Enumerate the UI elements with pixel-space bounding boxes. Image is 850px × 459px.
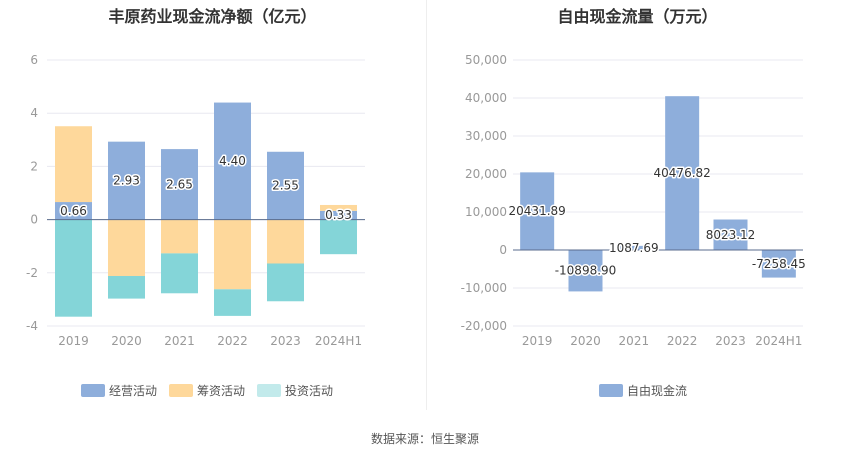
data-label: 4.40	[219, 154, 246, 168]
legend-swatch	[599, 384, 623, 397]
data-label-halo: 2.55	[272, 179, 299, 193]
y-tick-label: 4	[30, 106, 38, 120]
y-tick-label: 30,000	[465, 129, 507, 143]
investing-bar	[161, 253, 198, 294]
financing-bar	[320, 204, 357, 211]
data-label-halo: 0.33	[325, 208, 352, 222]
free-cashflow-chart: -20,000 -10,000 0 10,000 20,000 30,000 40,000 5…	[461, 53, 808, 398]
free-cashflow-bar	[665, 96, 700, 251]
investing-bar	[108, 275, 145, 299]
x-tick-label: 2023	[715, 334, 746, 348]
panel-divider	[426, 0, 427, 410]
x-tick-label: 2020	[111, 334, 142, 348]
y-tick-label: 0	[30, 213, 38, 227]
data-label: 2.65	[166, 177, 193, 191]
y-tick-label: -2	[26, 266, 38, 280]
x-tick-label: 2024H1	[315, 334, 362, 348]
free-cashflow-bar	[568, 250, 603, 292]
data-label-halo: 40476.82	[654, 166, 711, 180]
x-tick-label: 2024H1	[755, 334, 802, 348]
free-cashflow-bar	[713, 219, 748, 250]
data-label-halo: 0.66	[60, 204, 87, 218]
x-tick-label: 2022	[217, 334, 248, 348]
data-source-footer: 数据来源：恒生聚源	[370, 432, 479, 446]
y-tick-label: 10,000	[465, 205, 507, 219]
legend-label: 筹资活动	[197, 384, 245, 398]
y-tick-label: 6	[30, 53, 38, 67]
operating-bar	[161, 149, 198, 220]
y-tick-label: 40,000	[465, 91, 507, 105]
operating-bar	[267, 151, 304, 220]
data-label-halo: 8023.12	[706, 228, 756, 242]
y-tick-label: 20,000	[465, 167, 507, 181]
cashflow-chart: -4 -2 0 2 4 6 2019 2020 2021 2022 2023 2024H1 0.66 0.…	[26, 53, 365, 398]
x-tick-label: 2019	[522, 334, 553, 348]
free-cashflow-bar	[520, 172, 555, 250]
free-cashflow-bar	[761, 250, 796, 278]
investing-bar	[214, 289, 251, 316]
data-label: 0.66	[60, 204, 87, 218]
operating-bar	[214, 102, 251, 220]
investing-bar	[267, 263, 304, 302]
operating-bar	[320, 210, 357, 220]
cashflow-chart-panel: 丰原药业现金流净额（亿元） -4 -2 0 2 4 6 2019 2020 2021 2022 20…	[0, 0, 425, 410]
free-cashflow-bar	[616, 245, 651, 250]
investing-bar	[320, 219, 357, 255]
y-tick-label: 0	[499, 243, 507, 257]
data-label: 8023.12	[706, 228, 756, 242]
data-label-halo: -10898.90	[555, 264, 617, 278]
data-label: 0.33	[325, 208, 352, 222]
financing-bar	[161, 219, 198, 254]
x-tick-label: 2019	[58, 334, 89, 348]
data-label: -7258.45	[752, 257, 806, 271]
data-label-halo: 1087.69	[609, 241, 659, 255]
financing-bar	[267, 219, 304, 264]
data-label-halo: 2.93	[113, 174, 140, 188]
data-label: 1087.69	[609, 241, 659, 255]
x-tick-label: 2023	[270, 334, 301, 348]
y-tick-label: -4	[26, 319, 38, 333]
legend-swatch	[169, 384, 193, 397]
operating-bar	[108, 141, 145, 220]
data-label: 40476.82	[654, 166, 711, 180]
x-tick-label: 2020	[570, 334, 601, 348]
data-label-halo: 4.40	[219, 154, 246, 168]
data-label-halo: -7258.45	[752, 257, 806, 271]
financing-bar	[55, 126, 92, 203]
data-label-halo: 2.65	[166, 177, 193, 191]
data-label: 2.93	[113, 174, 140, 188]
financing-bar	[214, 219, 251, 290]
y-tick-label: 50,000	[465, 53, 507, 67]
x-tick-label: 2021	[619, 334, 650, 348]
cashflow-chart-title: 丰原药业现金流净额（亿元）	[108, 7, 317, 26]
investing-bar	[55, 219, 92, 317]
data-label: 20431.89	[509, 204, 566, 218]
data-label-halo: 20431.89	[509, 204, 566, 218]
free-cashflow-chart-title: 自由现金流量（万元）	[557, 7, 718, 26]
y-tick-label: -10,000	[461, 281, 507, 295]
x-tick-label: 2021	[164, 334, 195, 348]
legend-label: 自由现金流	[627, 383, 687, 398]
legend-swatch	[81, 384, 105, 397]
free-cashflow-chart-panel: 自由现金流量（万元） -20,000 -10,000 0 10,000 20,000 30…	[425, 0, 850, 410]
financing-bar	[108, 219, 145, 276]
y-tick-label: 2	[30, 159, 38, 173]
x-tick-label: 2022	[667, 334, 698, 348]
legend-label: 投资活动	[285, 383, 333, 398]
operating-bar	[55, 202, 92, 220]
y-tick-label: -20,000	[461, 319, 507, 333]
data-label: 2.55	[272, 179, 299, 193]
data-label: -10898.90	[555, 264, 617, 278]
legend-swatch	[257, 384, 281, 397]
legend-label: 经营活动	[109, 384, 157, 398]
